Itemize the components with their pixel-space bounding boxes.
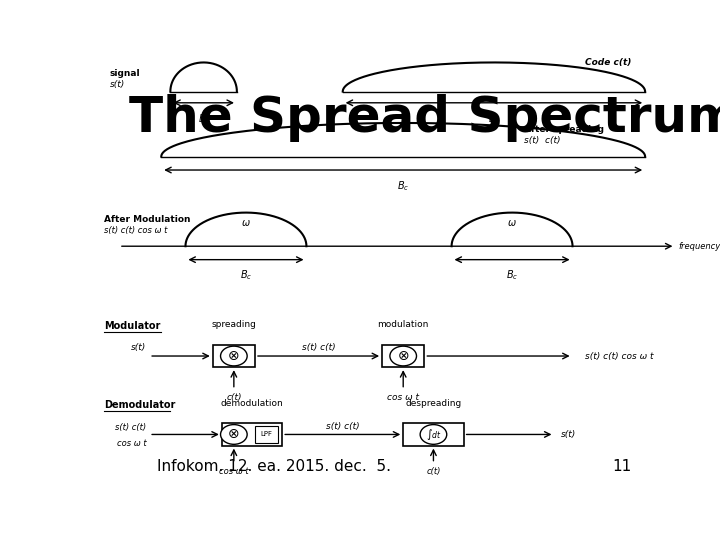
Circle shape bbox=[220, 346, 247, 366]
Text: ⊗: ⊗ bbox=[228, 428, 240, 442]
Text: $B_c$: $B_c$ bbox=[487, 112, 500, 126]
Text: After Modulation: After Modulation bbox=[104, 215, 190, 224]
Text: $B_c$: $B_c$ bbox=[397, 179, 410, 193]
Text: $B_s$: $B_s$ bbox=[197, 112, 210, 126]
Text: demodulation: demodulation bbox=[220, 399, 284, 408]
Circle shape bbox=[420, 424, 446, 444]
Text: $\omega$: $\omega$ bbox=[507, 218, 517, 228]
Text: The Spread Spectrum Concept: The Spread Spectrum Concept bbox=[129, 94, 720, 142]
Text: LPF: LPF bbox=[261, 431, 272, 437]
Text: $\int dt$: $\int dt$ bbox=[426, 427, 441, 442]
Text: cos ω t: cos ω t bbox=[117, 439, 146, 448]
Text: $B_c$: $B_c$ bbox=[506, 268, 518, 281]
Text: ⊗: ⊗ bbox=[228, 349, 240, 363]
Circle shape bbox=[390, 346, 416, 366]
Text: Infokom. 12. ea. 2015. dec.  5.: Infokom. 12. ea. 2015. dec. 5. bbox=[157, 460, 391, 474]
Text: c(t): c(t) bbox=[226, 393, 242, 402]
Bar bbox=[403, 423, 464, 446]
Text: s(t) c(t): s(t) c(t) bbox=[115, 423, 146, 432]
Bar bbox=[222, 423, 282, 446]
Text: Code c(t): Code c(t) bbox=[585, 58, 631, 67]
Bar bbox=[255, 427, 278, 442]
Text: Modulator: Modulator bbox=[104, 321, 160, 332]
Text: Demodulator: Demodulator bbox=[104, 400, 175, 410]
Text: s(t): s(t) bbox=[110, 80, 125, 89]
Text: spreading: spreading bbox=[212, 320, 256, 329]
Text: s(t) c(t): s(t) c(t) bbox=[302, 343, 336, 353]
Text: s(t)  c(t): s(t) c(t) bbox=[524, 137, 561, 145]
Text: modulation: modulation bbox=[377, 320, 429, 329]
Text: s(t): s(t) bbox=[560, 430, 576, 439]
Text: s(t): s(t) bbox=[131, 343, 146, 353]
Text: s(t) c(t) cos ω t: s(t) c(t) cos ω t bbox=[104, 226, 167, 235]
Text: frequency: frequency bbox=[678, 242, 720, 251]
Text: $B_c$: $B_c$ bbox=[240, 268, 252, 281]
Text: cos ω t: cos ω t bbox=[219, 467, 248, 476]
Bar bbox=[382, 345, 424, 367]
Text: s(t) c(t) cos ω t: s(t) c(t) cos ω t bbox=[585, 352, 653, 361]
Circle shape bbox=[220, 424, 247, 444]
Text: signal: signal bbox=[110, 69, 140, 78]
Text: s(t) c(t): s(t) c(t) bbox=[326, 422, 359, 431]
Text: $\omega$: $\omega$ bbox=[241, 218, 251, 228]
Bar bbox=[212, 345, 255, 367]
Text: 11: 11 bbox=[612, 460, 631, 474]
Text: despreading: despreading bbox=[405, 399, 462, 408]
Text: c(t): c(t) bbox=[426, 467, 441, 476]
Text: ⊗: ⊗ bbox=[397, 349, 409, 363]
Text: cos ω t: cos ω t bbox=[387, 393, 419, 402]
Text: After spreading: After spreading bbox=[524, 125, 604, 134]
